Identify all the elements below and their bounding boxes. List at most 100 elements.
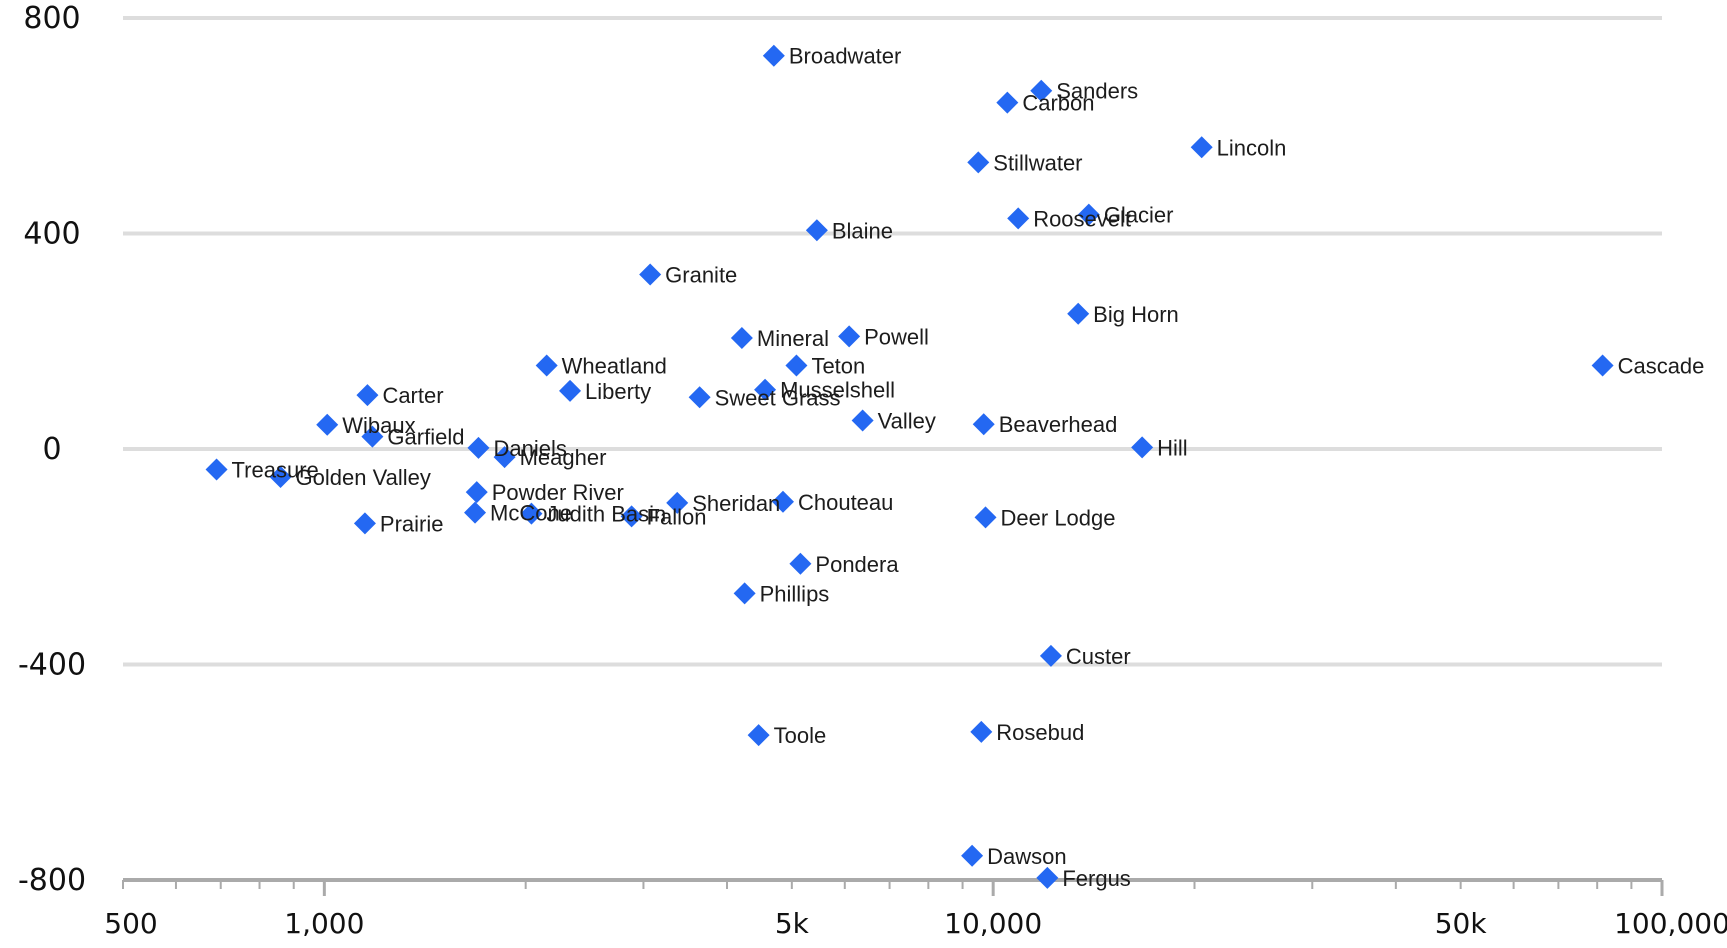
- point-stillwater: [967, 151, 990, 174]
- point-label-fallon: Fallon: [647, 504, 707, 529]
- y-tick-label-800: 800: [23, 1, 80, 36]
- point-powder-river: [465, 481, 488, 504]
- point-custer: [1039, 644, 1062, 667]
- point-phillips: [733, 582, 756, 605]
- point-label-liberty: Liberty: [585, 379, 651, 404]
- point-carter: [356, 384, 379, 407]
- point-label-sweet-grass: Sweet Grass: [715, 385, 841, 410]
- point-label-judith-basin: Judith Basin: [546, 502, 666, 527]
- x-tick-label-100-000: 100,000: [1614, 907, 1727, 940]
- x-tick-label-500: 500: [104, 907, 157, 940]
- point-label-golden-valley: Golden Valley: [296, 465, 431, 490]
- point-mccone: [464, 501, 487, 524]
- point-pondera: [789, 552, 812, 575]
- point-label-toole: Toole: [774, 723, 827, 748]
- point-label-valley: Valley: [878, 408, 936, 433]
- point-label-rosebud: Rosebud: [996, 720, 1084, 745]
- point-label-fergus: Fergus: [1062, 866, 1130, 891]
- point-label-wibaux: Wibaux: [342, 413, 415, 438]
- point-label-carter: Carter: [382, 383, 443, 408]
- point-label-garfield: Garfield: [387, 425, 464, 450]
- point-deer-lodge: [974, 506, 997, 529]
- point-dawson: [961, 844, 984, 867]
- x-tick-label-5k: 5k: [775, 907, 810, 940]
- point-label-lincoln: Lincoln: [1217, 135, 1287, 160]
- point-carbon: [996, 91, 1019, 114]
- point-label-hill: Hill: [1157, 435, 1188, 460]
- point-glacier: [1077, 203, 1100, 226]
- point-sanders: [1030, 79, 1053, 102]
- point-label-dawson: Dawson: [987, 844, 1066, 869]
- gridlines: [123, 16, 1662, 667]
- point-granite: [639, 263, 662, 286]
- point-valley: [851, 409, 874, 432]
- y-tick-label-800: -800: [18, 863, 86, 898]
- point-toole: [747, 724, 770, 747]
- point-sweet-grass: [688, 386, 711, 409]
- point-label-beaverhead: Beaverhead: [999, 412, 1118, 437]
- point-label-powell: Powell: [864, 324, 929, 349]
- point-label-big-horn: Big Horn: [1093, 302, 1179, 327]
- point-teton: [785, 354, 808, 377]
- point-label-musselshell: Musselshell: [780, 378, 895, 403]
- point-label-daniels: Daniels: [493, 436, 566, 461]
- point-label-deer-lodge: Deer Lodge: [1001, 505, 1116, 530]
- point-powell: [838, 325, 861, 348]
- point-label-carbon: Carbon: [1022, 91, 1094, 116]
- point-label-custer: Custer: [1066, 644, 1131, 669]
- point-label-glacier: Glacier: [1104, 203, 1174, 228]
- point-meagher: [493, 446, 516, 469]
- point-rosebud: [970, 720, 993, 743]
- point-label-roosevelt: Roosevelt: [1033, 206, 1131, 231]
- point-golden-valley: [269, 466, 292, 489]
- point-label-prairie: Prairie: [380, 511, 444, 536]
- point-label-phillips: Phillips: [760, 581, 830, 606]
- y-tick-label-0: 0: [42, 432, 61, 467]
- point-liberty: [559, 379, 582, 402]
- point-big-horn: [1067, 302, 1090, 325]
- point-musselshell: [754, 378, 777, 401]
- point-judith-basin: [520, 502, 543, 525]
- point-label-wheatland: Wheatland: [562, 353, 667, 378]
- point-label-sanders: Sanders: [1056, 79, 1138, 104]
- point-label-broadwater: Broadwater: [789, 44, 902, 69]
- point-hill: [1131, 436, 1154, 459]
- point-wibaux: [316, 413, 339, 436]
- point-lincoln: [1190, 136, 1213, 159]
- x-tick-label-50k: 50k: [1435, 907, 1488, 940]
- point-fallon: [620, 505, 643, 528]
- point-label-granite: Granite: [665, 262, 737, 287]
- x-axis-labels: 500 1,000 5k 10,000 50k 100,000: [104, 907, 1727, 940]
- point-wheatland: [535, 354, 558, 377]
- point-label-teton: Teton: [811, 353, 865, 378]
- point-blaine: [805, 219, 828, 242]
- point-chouteau: [771, 490, 794, 513]
- x-tick-label-10-000: 10,000: [944, 907, 1042, 940]
- point-sheridan: [666, 491, 689, 514]
- point-label-meagher: Meagher: [520, 445, 607, 470]
- point-beaverhead: [972, 413, 995, 436]
- point-cascade: [1591, 354, 1614, 377]
- y-axis-labels: 800 400 0 -400 -800: [18, 1, 86, 898]
- point-fergus: [1036, 866, 1059, 889]
- point-label-sheridan: Sheridan: [692, 491, 780, 516]
- x-axis: [122, 878, 1664, 896]
- point-garfield: [361, 425, 384, 448]
- x-tick-label-1-000: 1,000: [284, 907, 364, 940]
- point-label-powder-river: Powder River: [492, 480, 624, 505]
- point-label-chouteau: Chouteau: [798, 490, 893, 515]
- y-tick-label-400: 400: [23, 217, 80, 252]
- point-treasure: [205, 458, 228, 481]
- point-label-stillwater: Stillwater: [993, 150, 1082, 175]
- point-label-treasure: Treasure: [232, 457, 319, 482]
- point-prairie: [353, 512, 376, 535]
- data-points: [205, 44, 1614, 889]
- point-label-cascade: Cascade: [1618, 353, 1705, 378]
- point-label-pondera: Pondera: [815, 552, 899, 577]
- point-label-mccone: McCone: [490, 501, 572, 526]
- y-tick-label-400: -400: [18, 648, 86, 683]
- point-broadwater: [762, 44, 785, 67]
- point-mineral: [730, 327, 753, 350]
